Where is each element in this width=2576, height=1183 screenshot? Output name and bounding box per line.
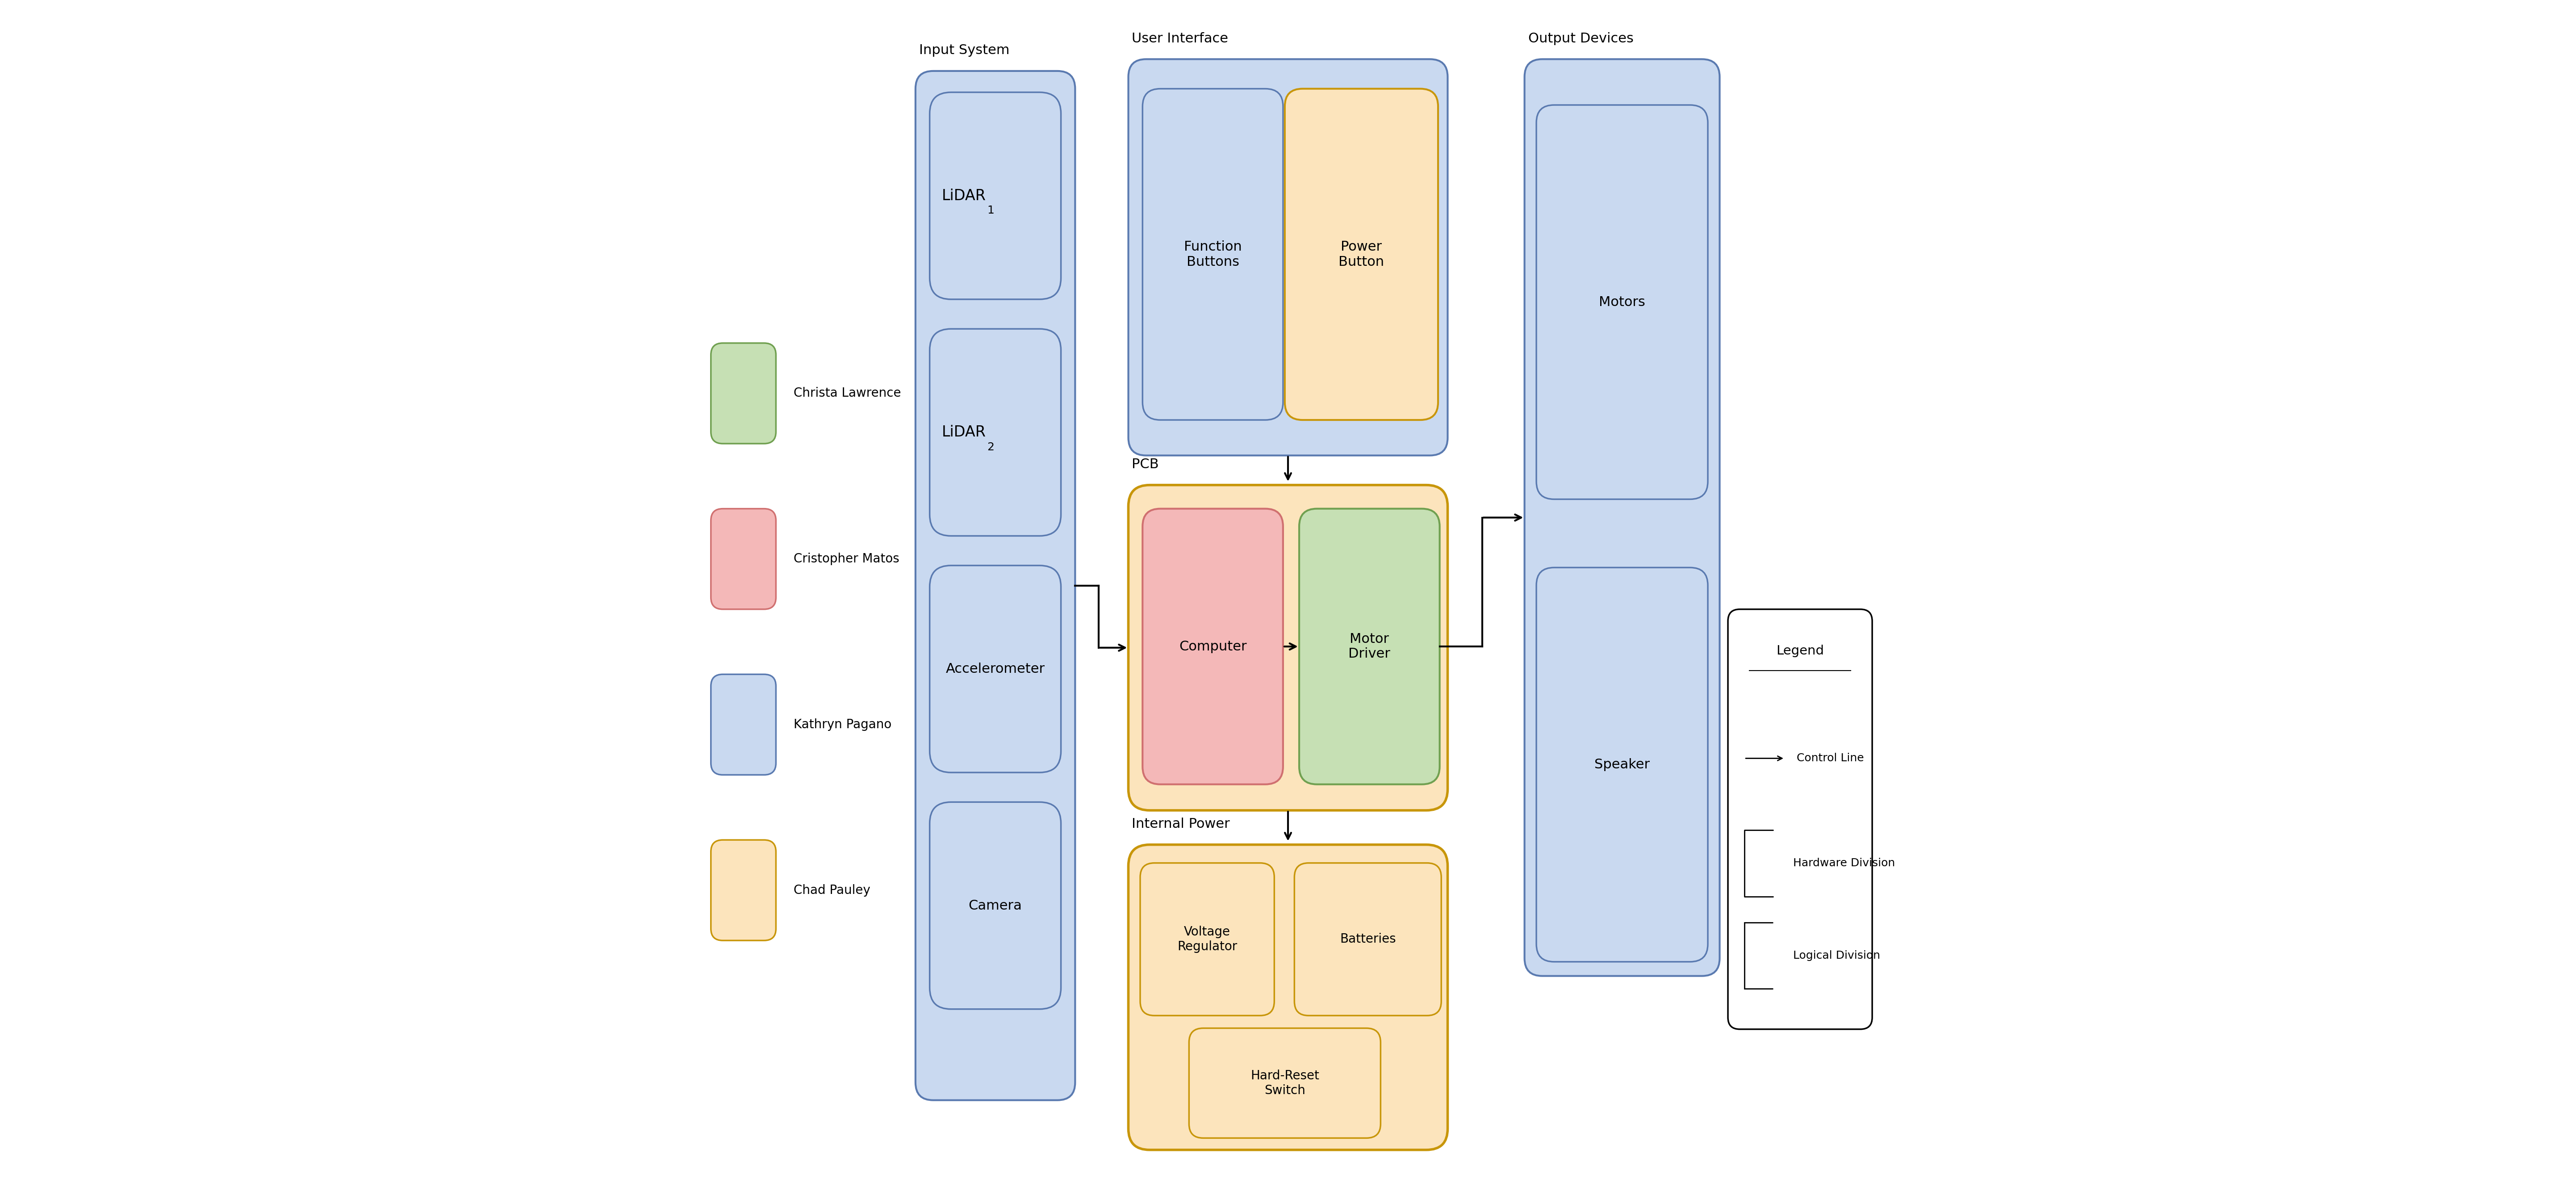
Text: Hard-Reset
Switch: Hard-Reset Switch <box>1249 1069 1319 1097</box>
FancyBboxPatch shape <box>1728 609 1873 1029</box>
Text: Power
Button: Power Button <box>1340 240 1383 269</box>
Text: Christa Lawrence: Christa Lawrence <box>793 387 902 400</box>
FancyBboxPatch shape <box>711 509 775 609</box>
Text: Kathryn Pagano: Kathryn Pagano <box>793 718 891 731</box>
Text: Internal Power: Internal Power <box>1131 817 1229 830</box>
Text: Hardware Division: Hardware Division <box>1793 858 1896 868</box>
FancyBboxPatch shape <box>1535 105 1708 499</box>
Text: Logical Division: Logical Division <box>1793 950 1880 961</box>
Text: Chad Pauley: Chad Pauley <box>793 884 871 897</box>
FancyBboxPatch shape <box>1128 845 1448 1150</box>
FancyBboxPatch shape <box>1128 59 1448 455</box>
Text: Cristopher Matos: Cristopher Matos <box>793 552 899 565</box>
Text: Motors: Motors <box>1600 296 1646 309</box>
FancyBboxPatch shape <box>711 840 775 940</box>
FancyBboxPatch shape <box>930 802 1061 1009</box>
Text: LiDAR: LiDAR <box>943 425 987 440</box>
FancyBboxPatch shape <box>1144 89 1283 420</box>
FancyBboxPatch shape <box>711 343 775 444</box>
Text: 2: 2 <box>987 442 994 453</box>
FancyBboxPatch shape <box>1535 568 1708 962</box>
FancyBboxPatch shape <box>930 92 1061 299</box>
Text: Input System: Input System <box>920 44 1010 57</box>
FancyBboxPatch shape <box>930 329 1061 536</box>
Text: Camera: Camera <box>969 899 1023 912</box>
Text: 1: 1 <box>987 206 994 216</box>
FancyBboxPatch shape <box>1285 89 1437 420</box>
Text: Function
Buttons: Function Buttons <box>1185 240 1242 269</box>
FancyBboxPatch shape <box>1128 485 1448 810</box>
Text: Accelerometer: Accelerometer <box>945 662 1046 675</box>
FancyBboxPatch shape <box>1141 862 1275 1015</box>
FancyBboxPatch shape <box>1298 509 1440 784</box>
Text: Computer: Computer <box>1180 640 1247 653</box>
Text: User Interface: User Interface <box>1131 32 1229 45</box>
Text: Legend: Legend <box>1777 645 1824 658</box>
FancyBboxPatch shape <box>914 71 1074 1100</box>
FancyBboxPatch shape <box>711 674 775 775</box>
Text: Voltage
Regulator: Voltage Regulator <box>1177 926 1236 952</box>
FancyBboxPatch shape <box>1525 59 1721 976</box>
Text: Motor
Driver: Motor Driver <box>1347 633 1391 660</box>
Text: Output Devices: Output Devices <box>1528 32 1633 45</box>
FancyBboxPatch shape <box>1293 862 1440 1015</box>
Text: Speaker: Speaker <box>1595 758 1649 771</box>
FancyBboxPatch shape <box>1190 1028 1381 1138</box>
Text: Batteries: Batteries <box>1340 933 1396 945</box>
Text: LiDAR: LiDAR <box>943 188 987 203</box>
Text: PCB: PCB <box>1131 458 1159 471</box>
FancyBboxPatch shape <box>1144 509 1283 784</box>
Text: Control Line: Control Line <box>1795 752 1865 764</box>
FancyBboxPatch shape <box>930 565 1061 772</box>
